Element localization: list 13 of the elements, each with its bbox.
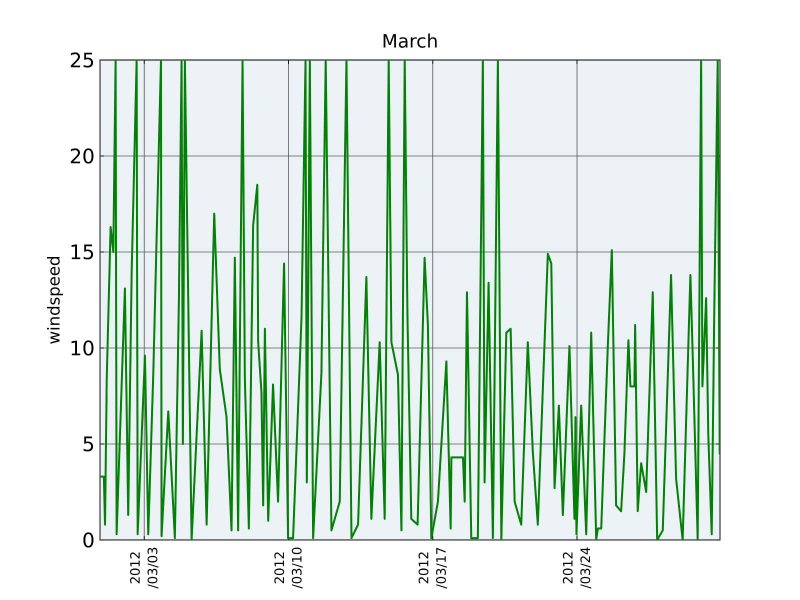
y-axis-title: windspeed xyxy=(47,257,63,344)
x-tick-label: 2012 /03/17 xyxy=(418,548,447,589)
y-tick-label: 15 xyxy=(72,244,94,260)
chart-title: March xyxy=(384,33,437,48)
x-tick-label: 2012 /03/03 xyxy=(130,548,158,589)
y-tick-label: 0 xyxy=(83,532,94,548)
line-series xyxy=(100,60,720,540)
y-tick-label: 25 xyxy=(70,52,94,68)
x-tick-label: 2012 /03/24 xyxy=(562,547,592,589)
y-tick-label: 20 xyxy=(70,148,94,164)
y-tick-label: 5 xyxy=(84,436,94,452)
y-tick-label: 10 xyxy=(72,340,94,356)
x-tick-label: 2012 /03/10 xyxy=(274,548,303,589)
